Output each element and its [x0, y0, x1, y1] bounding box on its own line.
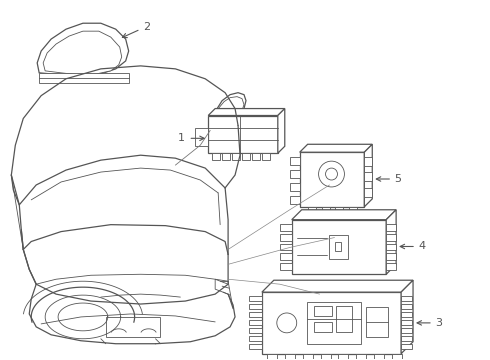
Circle shape	[277, 313, 297, 333]
Circle shape	[325, 168, 338, 180]
Bar	[262, 153, 270, 160]
Bar	[242, 153, 250, 160]
Bar	[401, 336, 412, 341]
Bar	[280, 243, 292, 251]
Polygon shape	[215, 279, 233, 309]
Bar	[222, 153, 230, 160]
Bar	[386, 224, 396, 231]
Polygon shape	[43, 31, 122, 75]
Polygon shape	[37, 23, 129, 76]
Text: 2: 2	[144, 22, 151, 32]
Text: 1: 1	[177, 133, 184, 143]
Bar	[249, 336, 262, 341]
Polygon shape	[217, 96, 244, 113]
Bar	[365, 157, 372, 166]
Bar	[208, 116, 278, 153]
Bar	[267, 354, 277, 360]
Bar	[290, 183, 300, 191]
Bar	[336, 207, 343, 214]
Bar	[314, 322, 332, 332]
Bar	[280, 253, 292, 260]
Bar	[280, 234, 292, 240]
Bar	[212, 153, 220, 160]
Polygon shape	[215, 93, 246, 116]
Bar	[308, 207, 316, 214]
Bar	[303, 354, 313, 360]
Bar	[386, 243, 396, 251]
Bar	[249, 296, 262, 301]
Bar	[328, 235, 348, 260]
Text: 4: 4	[418, 242, 425, 252]
Bar	[249, 304, 262, 309]
Bar	[386, 253, 396, 260]
Bar	[386, 264, 396, 270]
Text: 5: 5	[394, 174, 401, 184]
Bar	[249, 344, 262, 349]
Bar	[280, 264, 292, 270]
Bar	[280, 224, 292, 231]
Bar	[262, 292, 401, 354]
Bar	[365, 188, 372, 197]
Polygon shape	[386, 210, 396, 274]
Bar	[39, 73, 129, 83]
Bar	[249, 328, 262, 333]
Bar	[401, 312, 412, 317]
Polygon shape	[401, 280, 413, 354]
Bar	[232, 153, 240, 160]
Bar	[401, 296, 412, 301]
Bar	[339, 354, 348, 360]
Bar	[252, 153, 260, 160]
Bar	[307, 302, 361, 344]
Bar	[356, 354, 367, 360]
Bar	[386, 234, 396, 240]
Bar	[401, 304, 412, 309]
Bar	[285, 354, 294, 360]
Polygon shape	[208, 109, 285, 116]
Bar	[349, 207, 357, 214]
Bar	[292, 220, 386, 274]
Bar	[314, 306, 332, 316]
Bar	[374, 354, 384, 360]
Polygon shape	[300, 144, 372, 152]
Bar	[365, 172, 372, 181]
Bar	[401, 320, 412, 325]
Circle shape	[318, 161, 344, 187]
Bar	[290, 196, 300, 204]
Bar	[337, 306, 352, 332]
Bar	[336, 242, 342, 251]
Polygon shape	[262, 280, 413, 292]
Bar	[290, 157, 300, 165]
Bar	[249, 320, 262, 325]
Polygon shape	[292, 210, 396, 220]
Polygon shape	[278, 109, 285, 153]
Bar	[196, 129, 208, 146]
Bar	[300, 152, 365, 207]
Bar	[320, 354, 331, 360]
Bar	[290, 170, 300, 178]
Text: 3: 3	[435, 318, 442, 328]
Bar	[392, 354, 402, 360]
Bar	[401, 344, 412, 349]
Bar	[321, 207, 329, 214]
Polygon shape	[365, 144, 372, 207]
Bar	[106, 317, 161, 337]
Bar	[401, 328, 412, 333]
Bar	[367, 307, 388, 337]
Bar	[249, 312, 262, 317]
